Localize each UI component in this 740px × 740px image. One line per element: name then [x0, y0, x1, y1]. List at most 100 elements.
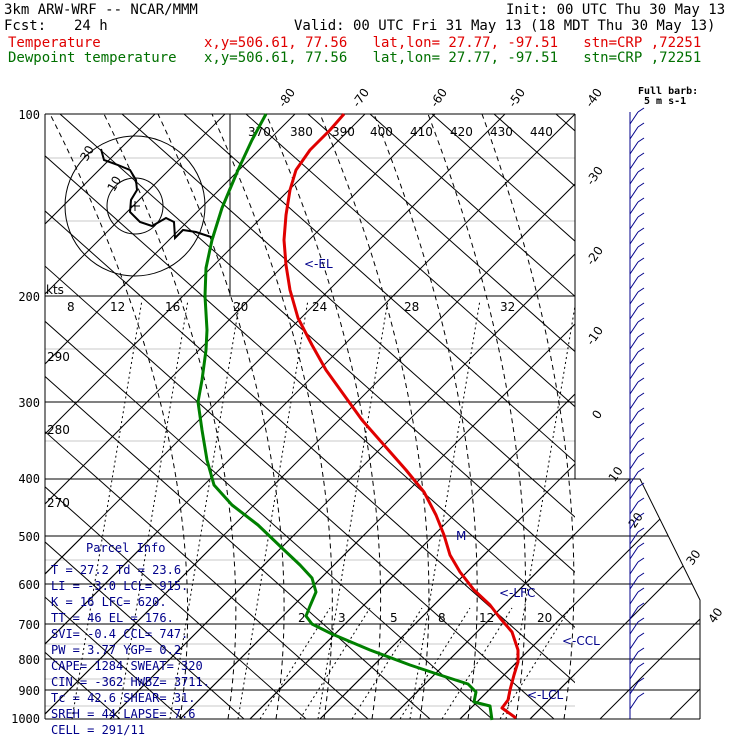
barb-key-title: Full barb:	[638, 86, 698, 97]
wind-barb-flag	[637, 287, 645, 293]
wind-barb-flag	[637, 407, 645, 413]
wind-barb-shaft	[629, 381, 639, 395]
moist-adiabat	[157, 114, 285, 719]
wind-barb-shaft	[629, 336, 639, 350]
theta-labels: 370 380 390 400 410 420 430 440	[248, 125, 553, 139]
isotherm-label: 10	[606, 464, 626, 485]
dewpoint-legend: Dewpoint temperature	[8, 50, 177, 66]
mixing-ratio-low-label: 3	[338, 611, 346, 625]
theta-label: 410	[410, 125, 433, 139]
wind-barb-shaft	[629, 111, 639, 125]
theta-label: 380	[290, 125, 313, 139]
hodograph-ring-label-10: 10	[104, 174, 124, 194]
dry-adiabat	[369, 114, 575, 298]
mixing-ratio-label: 24	[312, 300, 327, 314]
wind-barb-flag	[637, 242, 645, 248]
wind-barb-shaft	[629, 516, 639, 530]
isotherm	[45, 114, 436, 505]
parcel-info-row: T = 27.2 Td = 23.6	[51, 563, 181, 577]
wind-barb-shaft	[629, 456, 639, 470]
wind-barb-flag	[637, 587, 645, 593]
parcel-info-row: K = 16 LFC= 620.	[51, 595, 167, 609]
temperature-profile	[282, 113, 520, 720]
dry-adiabat	[45, 430, 369, 719]
hodograph-trace	[100, 148, 215, 241]
wind-barb-flag	[637, 662, 645, 668]
mixing-ratio-line	[71, 299, 143, 719]
dry-adiabat-labels: 290 280 270	[47, 350, 70, 510]
wind-barb-shaft	[629, 276, 639, 290]
model-title: 3km ARW-WRF -- NCAR/MMM	[4, 2, 198, 18]
wind-barb-shaft	[629, 216, 639, 230]
dry-adiabat	[45, 265, 555, 719]
theta-label: 400	[370, 125, 393, 139]
isotherm	[109, 479, 700, 719]
wind-barb-shaft	[629, 606, 639, 620]
wind-barb-shaft	[629, 351, 639, 365]
isotherm-label: -70	[349, 86, 372, 110]
dry-adiabat	[245, 114, 575, 408]
isotherm	[109, 253, 575, 719]
wind-barb-flag	[637, 212, 645, 218]
isotherm-label: -30	[583, 164, 606, 188]
wind-barb-shaft	[629, 681, 639, 695]
wind-barb-flag	[637, 482, 645, 488]
isotherm-label: 30	[683, 547, 703, 568]
isotherm-label: 0	[589, 407, 605, 421]
isotherm	[45, 479, 611, 719]
mixing-ratio-line	[169, 299, 241, 719]
mixing-ratio-line	[299, 607, 371, 719]
forecast-hour: 24 h	[74, 18, 108, 34]
dry-adiabat	[45, 375, 431, 719]
wind-barb-shaft	[629, 666, 639, 680]
wind-barb-flag	[637, 647, 645, 653]
mixing-ratio-low-label: 12	[479, 611, 494, 625]
wind-barb-shaft	[629, 201, 639, 215]
valid-time: Valid: 00 UTC Fri 31 May 13 (18 MDT Thu …	[294, 18, 716, 34]
mixing-ratio-line	[409, 299, 481, 719]
mixing-ratio-line	[499, 607, 571, 719]
wind-barb-shaft	[629, 441, 639, 455]
wind-barb-flag	[637, 257, 645, 263]
right-isotherm-labels: -30 -20 -10 0 10 20 30 40	[583, 164, 725, 626]
mixing-ratio-line	[351, 607, 423, 719]
pressure-label: 100	[18, 108, 40, 122]
wind-barb-shaft	[629, 636, 639, 650]
dry-adiabat	[45, 320, 493, 719]
parcel-info-row: LI = -3.0 LCL= 915.	[51, 579, 188, 593]
isotherm	[600, 79, 740, 719]
isotherm	[45, 114, 226, 295]
wind-barb-flag	[637, 467, 645, 473]
isotherm-label: 40	[705, 605, 725, 626]
pressure-label: 600	[18, 578, 40, 592]
wind-barb-shaft	[629, 501, 639, 515]
isotherm	[45, 479, 681, 719]
moist-adiabat	[103, 114, 237, 719]
pressure-label: 300	[18, 396, 40, 410]
wind-barb-shaft	[629, 261, 639, 275]
forecast-label: Fcst:	[4, 18, 47, 34]
theta-label: 430	[490, 125, 513, 139]
isotherm-label: -50	[505, 86, 528, 110]
wind-barb-shaft	[629, 141, 639, 155]
pressure-label: 900	[18, 684, 40, 698]
wind-barb-flag	[637, 302, 645, 308]
dry-adiabat-label: 290	[47, 350, 70, 364]
wind-barb-shaft	[629, 576, 639, 590]
init-time: Init: 00 UTC Thu 30 May 13	[506, 2, 726, 18]
parcel-info-row: CELL = 291/11	[51, 723, 145, 737]
moist-adiabat	[49, 114, 189, 719]
mixing-ratio-label: 32	[500, 300, 515, 314]
pressure-label: 800	[18, 653, 40, 667]
pressure-label: 400	[18, 472, 40, 486]
dry-adiabat	[493, 114, 575, 187]
lower-panel-outline	[575, 478, 701, 719]
wind-barb-shaft	[629, 651, 639, 665]
level-markers: <-EL <-LFC <-CCL <-LCL M	[304, 257, 600, 702]
wind-barb-shaft	[629, 471, 639, 485]
mixing-ratio-label: 28	[404, 300, 419, 314]
wind-barb-shaft	[629, 591, 639, 605]
wind-barb-shaft	[629, 486, 639, 500]
wind-barb-shaft	[629, 126, 639, 140]
mixing-ratio-line	[317, 299, 389, 719]
